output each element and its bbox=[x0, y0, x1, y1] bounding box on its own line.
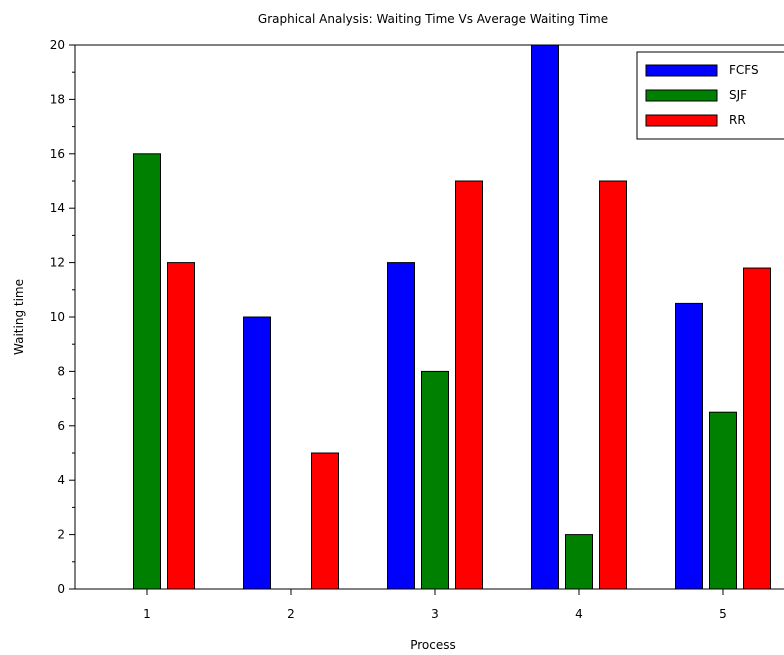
y-tick-label: 20 bbox=[50, 38, 65, 52]
bar-fcfs-3 bbox=[387, 262, 415, 590]
x-tick-label: 2 bbox=[287, 607, 295, 621]
y-tick-label: 4 bbox=[57, 473, 65, 487]
bar-sjf-3 bbox=[421, 370, 449, 590]
bar-rr-4 bbox=[599, 180, 627, 590]
bar-sjf-5 bbox=[709, 411, 737, 590]
legend-label-fcfs: FCFS bbox=[729, 63, 759, 77]
legend: FCFS SJF RR bbox=[636, 51, 784, 140]
x-tick-label: 4 bbox=[575, 607, 583, 621]
y-tick-label: 18 bbox=[50, 92, 65, 106]
y-tick-label: 14 bbox=[50, 201, 65, 215]
bar-rr-5 bbox=[743, 267, 771, 590]
bar-fcfs-4 bbox=[531, 44, 559, 590]
x-tick-label: 3 bbox=[431, 607, 439, 621]
y-tick-label: 0 bbox=[57, 582, 65, 596]
y-tick-label: 8 bbox=[57, 364, 65, 378]
legend-swatch-rr bbox=[645, 114, 718, 127]
x-axis-label: Process bbox=[410, 638, 456, 652]
legend-swatch-fcfs bbox=[645, 64, 718, 77]
y-tick-label: 2 bbox=[57, 528, 65, 542]
legend-swatch-sjf bbox=[645, 89, 718, 102]
legend-label-rr: RR bbox=[729, 113, 746, 127]
bar-rr-2 bbox=[311, 452, 339, 590]
bar-sjf-1 bbox=[133, 153, 161, 590]
bar-rr-3 bbox=[455, 180, 483, 590]
legend-label-sjf: SJF bbox=[729, 88, 747, 102]
bar-fcfs-2 bbox=[243, 316, 271, 590]
y-tick-label: 12 bbox=[50, 256, 65, 270]
bars bbox=[133, 44, 771, 590]
y-tick-label: 16 bbox=[50, 147, 65, 161]
y-axis-label: Waiting time bbox=[12, 279, 26, 355]
bar-sjf-4 bbox=[565, 534, 593, 590]
bar-rr-1 bbox=[167, 262, 195, 590]
bar-fcfs-5 bbox=[675, 302, 703, 590]
y-tick-label: 6 bbox=[57, 419, 65, 433]
y-tick-label: 10 bbox=[50, 310, 65, 324]
x-tick-label: 5 bbox=[719, 607, 727, 621]
x-tick-label: 1 bbox=[143, 607, 151, 621]
chart-title: Graphical Analysis: Waiting Time Vs Aver… bbox=[258, 12, 608, 26]
